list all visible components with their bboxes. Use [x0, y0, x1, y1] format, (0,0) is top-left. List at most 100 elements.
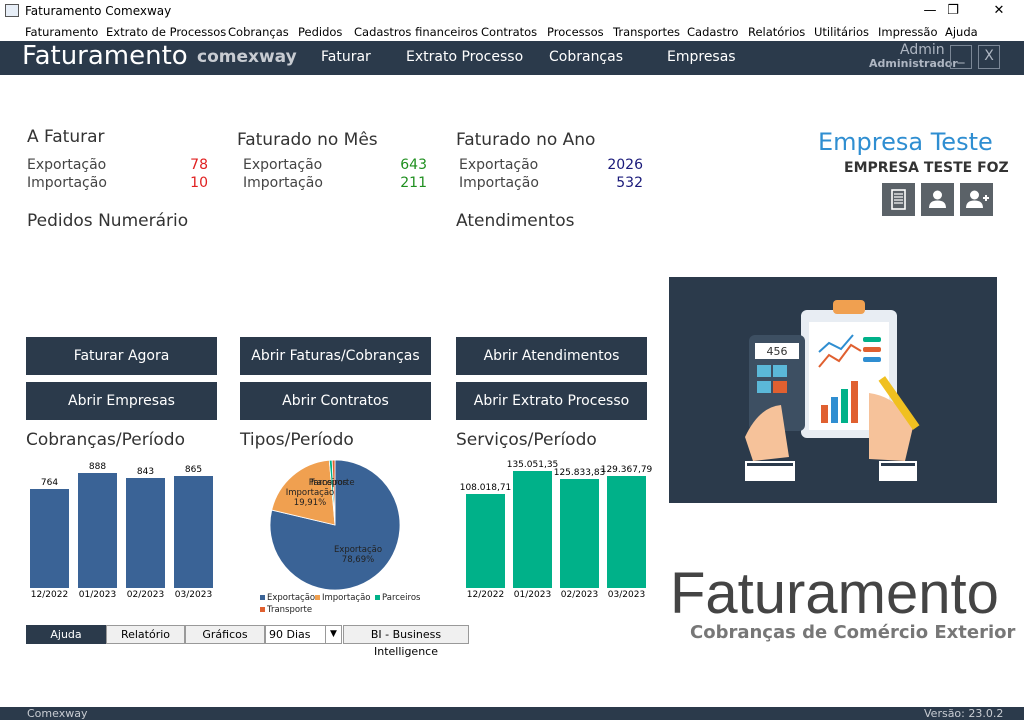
pedidos-numerario-title: Pedidos Numerário	[27, 211, 189, 231]
abrir-empresas-button[interactable]: Abrir Empresas	[26, 382, 217, 420]
ano-import-value[interactable]: 532	[616, 175, 643, 191]
company-subname: EMPRESA TESTE FOZ	[844, 160, 1009, 176]
svg-text:456: 456	[767, 345, 788, 358]
bar[interactable]	[126, 478, 165, 588]
bar[interactable]	[560, 479, 599, 588]
nav-cobrancas[interactable]: Cobranças	[549, 49, 624, 65]
tab-graficos[interactable]: Gráficos	[185, 625, 265, 644]
window-title: Faturamento Comexway	[25, 4, 172, 18]
user-icon[interactable]	[921, 183, 954, 216]
faturado-ano-title: Faturado no Ano	[456, 130, 596, 150]
footer-company: Comexway	[27, 707, 88, 720]
billing-illustration: 456	[669, 277, 997, 503]
a-faturar-export-value[interactable]: 78	[190, 157, 208, 173]
a-faturar-import-value[interactable]: 10	[190, 175, 208, 191]
nav-empresas[interactable]: Empresas	[667, 49, 736, 65]
menu-faturamento[interactable]: Faturamento	[25, 25, 99, 39]
bar-category-label: 03/2023	[174, 590, 213, 600]
abrir-atendimentos-button[interactable]: Abrir Atendimentos	[456, 337, 647, 375]
brand-subtitle: comexway	[197, 47, 297, 67]
mes-import-value[interactable]: 211	[400, 175, 427, 191]
faturado-mes-title: Faturado no Mês	[237, 130, 378, 150]
bar[interactable]	[78, 473, 117, 588]
menu-transportes[interactable]: Transportes	[613, 25, 681, 39]
chevron-down-icon[interactable]: ▼	[325, 626, 341, 643]
bar[interactable]	[513, 471, 552, 588]
legend-label: Transporte	[266, 605, 312, 615]
legend-swatch	[260, 607, 265, 612]
status-bar: Comexway Versão: 23.0.2	[0, 707, 1024, 720]
menu-bar: Faturamento Extrato de Processos Cobranç…	[0, 22, 1024, 42]
tab-relatorio[interactable]: Relatório	[106, 625, 185, 644]
atendimentos-title: Atendimentos	[456, 211, 575, 231]
nav-minimize-button[interactable]: _	[950, 45, 972, 69]
abrir-faturas-cobrancas-button[interactable]: Abrir Faturas/Cobranças	[240, 337, 431, 375]
window-titlebar: Faturamento Comexway — ❐ ✕	[0, 0, 1024, 22]
menu-impressao[interactable]: Impressão	[878, 25, 938, 39]
bar[interactable]	[174, 476, 213, 588]
menu-utilitarios[interactable]: Utilitários	[814, 25, 870, 39]
abrir-extrato-processo-button[interactable]: Abrir Extrato Processo	[456, 382, 647, 420]
pie-label: 78,69%	[342, 555, 374, 565]
legend-swatch	[375, 595, 380, 600]
minimize-icon[interactable]: —	[923, 3, 937, 18]
menu-pedidos[interactable]: Pedidos	[298, 25, 343, 39]
pie-slice-importação[interactable]	[271, 459, 336, 526]
menu-processos[interactable]: Processos	[547, 25, 604, 39]
bi-button[interactable]: BI - Business Intelligence	[343, 625, 469, 658]
pie-label: 19,91%	[294, 498, 326, 508]
tab-ajuda[interactable]: Ajuda	[26, 625, 106, 644]
period-select[interactable]: 90 Dias ▼	[265, 625, 342, 644]
nav-close-button[interactable]: X	[978, 45, 1000, 69]
menu-contratos[interactable]: Contratos	[481, 25, 538, 39]
legend-swatch	[260, 595, 265, 600]
bar-value-label: 888	[88, 462, 107, 472]
menu-relatorios[interactable]: Relatórios	[748, 25, 806, 39]
bar-category-label: 01/2023	[78, 590, 117, 600]
mes-export-value[interactable]: 643	[400, 157, 427, 173]
bar-category-label: 02/2023	[560, 590, 599, 600]
footer-version: Versão: 23.0.2	[924, 707, 1004, 720]
a-faturar-title: A Faturar	[27, 127, 105, 147]
add-user-icon[interactable]	[960, 183, 993, 216]
menu-cadastros-financeiros[interactable]: Cadastros financeiros	[354, 25, 479, 39]
bar-value-label: 125.833,83	[553, 468, 606, 478]
cobrancas-chart-title: Cobranças/Período	[26, 430, 186, 450]
nav-faturar[interactable]: Faturar	[321, 49, 371, 65]
brand-title: Faturamento	[22, 41, 188, 71]
hero-title: Faturamento	[670, 561, 999, 626]
servicos-chart-title: Serviços/Período	[456, 430, 597, 450]
bar-value-label: 129.367,79	[600, 465, 653, 475]
close-icon[interactable]: ✕	[993, 3, 1005, 18]
legend-swatch	[315, 595, 320, 600]
ano-export-value[interactable]: 2026	[607, 157, 643, 173]
bar-value-label: 865	[184, 465, 203, 475]
abrir-contratos-button[interactable]: Abrir Contratos	[240, 382, 431, 420]
tipos-chart-title: Tipos/Período	[240, 430, 354, 450]
pie-slice-transporte[interactable]	[331, 459, 336, 526]
legend-label: Exportação	[267, 593, 315, 603]
top-navbar: Faturamento comexway Faturar Extrato Pro…	[0, 41, 1024, 75]
maximize-icon[interactable]: ❐	[947, 3, 959, 18]
nav-extrato-processo[interactable]: Extrato Processo	[406, 49, 524, 65]
bar-category-label: 12/2022	[466, 590, 505, 600]
menu-ajuda[interactable]: Ajuda	[945, 25, 978, 39]
bar-category-label: 01/2023	[513, 590, 552, 600]
menu-cadastro[interactable]: Cadastro	[687, 25, 739, 39]
ano-export-label: Exportação	[459, 157, 539, 173]
tipos-pie-chart: Exportação 78,69% Importação 19,91% Parceiro…	[260, 459, 421, 615]
mes-export-label: Exportação	[243, 157, 323, 173]
bar[interactable]	[466, 494, 505, 588]
legend-label: Parceiros	[382, 593, 421, 603]
app-icon	[5, 4, 19, 17]
building-icon[interactable]	[882, 183, 915, 216]
bar[interactable]	[607, 476, 646, 588]
user-name[interactable]: Admin	[900, 42, 945, 58]
menu-extrato-processos[interactable]: Extrato de Processos	[106, 25, 227, 39]
faturar-agora-button[interactable]: Faturar Agora	[26, 337, 217, 375]
pie-label: Transporte	[308, 478, 354, 488]
bar[interactable]	[30, 489, 69, 588]
legend-label: Importação	[322, 593, 371, 603]
user-role: Administrador	[869, 57, 958, 70]
menu-cobrancas[interactable]: Cobranças	[228, 25, 289, 39]
